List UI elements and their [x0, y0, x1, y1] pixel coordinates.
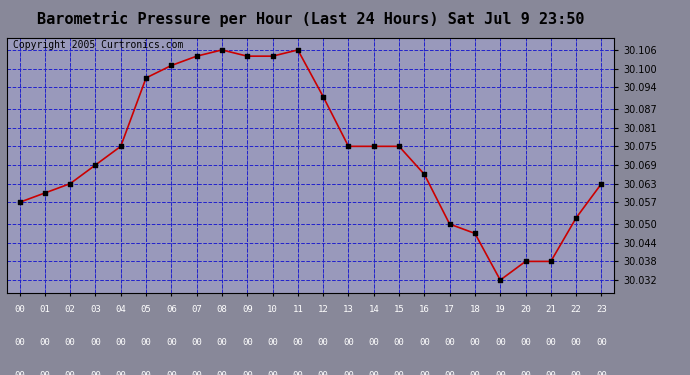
Point — [166, 63, 177, 69]
Text: 00: 00 — [267, 371, 278, 375]
Point — [520, 258, 531, 264]
Text: Barometric Pressure per Hour (Last 24 Hours) Sat Jul 9 23:50: Barometric Pressure per Hour (Last 24 Ho… — [37, 11, 584, 27]
Text: 00: 00 — [141, 338, 151, 347]
Text: 11: 11 — [293, 305, 303, 314]
Text: 00: 00 — [394, 371, 404, 375]
Point — [317, 94, 328, 100]
Text: 00: 00 — [141, 371, 151, 375]
Text: 00: 00 — [14, 305, 25, 314]
Text: 00: 00 — [495, 371, 506, 375]
Point — [217, 47, 228, 53]
Point — [191, 53, 202, 59]
Point — [571, 215, 582, 221]
Text: 00: 00 — [571, 338, 582, 347]
Text: 00: 00 — [318, 371, 328, 375]
Point — [419, 171, 430, 177]
Point — [241, 53, 253, 59]
Point — [368, 143, 380, 149]
Text: 12: 12 — [318, 305, 328, 314]
Text: 00: 00 — [546, 338, 556, 347]
Point — [141, 75, 152, 81]
Text: 05: 05 — [141, 305, 151, 314]
Text: 00: 00 — [166, 371, 177, 375]
Text: 00: 00 — [191, 338, 202, 347]
Point — [596, 181, 607, 187]
Text: 00: 00 — [444, 371, 455, 375]
Point — [495, 277, 506, 283]
Text: 00: 00 — [65, 371, 75, 375]
Text: 00: 00 — [166, 338, 177, 347]
Point — [267, 53, 278, 59]
Text: 00: 00 — [267, 338, 278, 347]
Text: 00: 00 — [368, 338, 379, 347]
Point — [115, 143, 126, 149]
Text: 16: 16 — [419, 305, 430, 314]
Text: 00: 00 — [217, 338, 227, 347]
Text: 00: 00 — [470, 338, 480, 347]
Text: 08: 08 — [217, 305, 227, 314]
Text: 00: 00 — [343, 371, 354, 375]
Text: 14: 14 — [368, 305, 379, 314]
Text: 00: 00 — [520, 371, 531, 375]
Text: 07: 07 — [191, 305, 202, 314]
Point — [39, 190, 50, 196]
Text: 23: 23 — [596, 305, 607, 314]
Text: 00: 00 — [242, 338, 253, 347]
Text: 15: 15 — [394, 305, 404, 314]
Text: 00: 00 — [14, 338, 25, 347]
Text: 00: 00 — [470, 371, 480, 375]
Point — [343, 143, 354, 149]
Text: 18: 18 — [470, 305, 480, 314]
Text: 00: 00 — [65, 338, 75, 347]
Text: 00: 00 — [318, 338, 328, 347]
Text: 00: 00 — [596, 338, 607, 347]
Point — [469, 230, 480, 236]
Text: 02: 02 — [65, 305, 75, 314]
Point — [444, 221, 455, 227]
Text: 01: 01 — [39, 305, 50, 314]
Text: 00: 00 — [596, 371, 607, 375]
Text: 09: 09 — [242, 305, 253, 314]
Text: 00: 00 — [293, 371, 303, 375]
Text: 00: 00 — [115, 338, 126, 347]
Text: 03: 03 — [90, 305, 101, 314]
Text: 00: 00 — [546, 371, 556, 375]
Text: 00: 00 — [90, 371, 101, 375]
Text: 10: 10 — [267, 305, 278, 314]
Text: 00: 00 — [39, 371, 50, 375]
Text: 00: 00 — [115, 371, 126, 375]
Text: 00: 00 — [217, 371, 227, 375]
Text: 21: 21 — [546, 305, 556, 314]
Text: 00: 00 — [293, 338, 303, 347]
Text: 00: 00 — [90, 338, 101, 347]
Text: 13: 13 — [343, 305, 354, 314]
Text: Copyright 2005 Curtronics.com: Copyright 2005 Curtronics.com — [13, 40, 184, 50]
Point — [545, 258, 556, 264]
Text: 00: 00 — [39, 338, 50, 347]
Point — [90, 162, 101, 168]
Text: 00: 00 — [419, 338, 430, 347]
Point — [393, 143, 404, 149]
Text: 00: 00 — [191, 371, 202, 375]
Text: 04: 04 — [115, 305, 126, 314]
Point — [14, 200, 25, 206]
Text: 00: 00 — [14, 371, 25, 375]
Text: 00: 00 — [419, 371, 430, 375]
Text: 00: 00 — [394, 338, 404, 347]
Text: 06: 06 — [166, 305, 177, 314]
Text: 17: 17 — [444, 305, 455, 314]
Text: 00: 00 — [571, 371, 582, 375]
Text: 00: 00 — [368, 371, 379, 375]
Text: 22: 22 — [571, 305, 582, 314]
Text: 00: 00 — [520, 338, 531, 347]
Point — [65, 181, 76, 187]
Text: 20: 20 — [520, 305, 531, 314]
Text: 00: 00 — [343, 338, 354, 347]
Text: 00: 00 — [242, 371, 253, 375]
Point — [293, 47, 304, 53]
Text: 19: 19 — [495, 305, 506, 314]
Text: 00: 00 — [495, 338, 506, 347]
Text: 00: 00 — [444, 338, 455, 347]
